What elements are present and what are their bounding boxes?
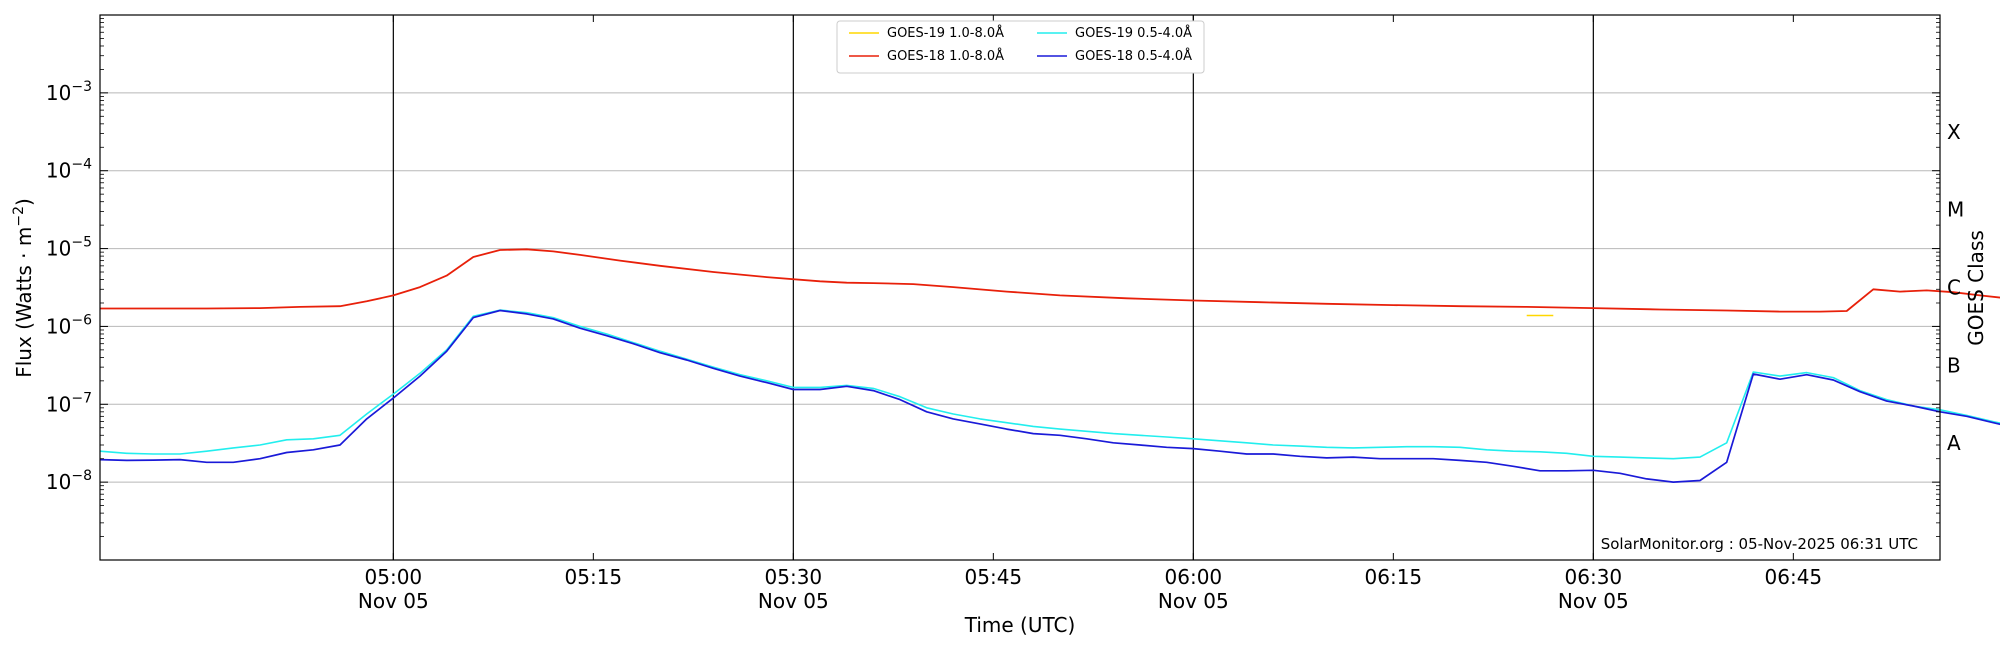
legend: GOES-19 1.0-8.0Å GOES-18 1.0-8.0Å GOES-19 …: [836, 20, 1205, 74]
series-line: [100, 248, 2000, 313]
y-tick-label: 10−3: [46, 79, 92, 105]
goes-class-label: C: [1947, 276, 1961, 300]
legend-label: GOES-19 0.5-4.0Å: [1075, 25, 1192, 41]
y-tick-label: 10−4: [46, 157, 92, 183]
plot-frame: [99, 14, 1941, 561]
goes-class-label: M: [1947, 198, 1964, 222]
gridlines: [100, 92, 1940, 483]
goes-class-label: B: [1947, 353, 1961, 377]
right-axis-title: GOES Class: [1964, 230, 1988, 346]
x-tick-label: 05:45: [965, 565, 1023, 589]
y-tick-label: 10−8: [46, 468, 92, 494]
goes-class-label: X: [1947, 120, 1961, 144]
x-tick-date-label: Nov 05: [758, 589, 829, 613]
x-tick-label: 05:30: [765, 565, 823, 589]
x-axis-title: Time (UTC): [964, 613, 1076, 637]
legend-box: [836, 20, 1205, 74]
goes-class-axis: A B C M X: [1947, 120, 1964, 455]
y-axis: 10−8 10−7 10−6 10−5 10−4 10−3: [46, 18, 1940, 537]
credit-text: SolarMonitor.org : 05-Nov-2025 06:31 UTC: [1601, 535, 1918, 553]
y-tick-label: 10−5: [46, 235, 92, 261]
y-axis-title: Flux (Watts · m−2): [11, 198, 36, 378]
x-tick-date-label: Nov 05: [358, 589, 429, 613]
legend-label: GOES-18 0.5-4.0Å: [1075, 48, 1192, 64]
y-tick-label: 10−7: [46, 390, 92, 416]
data-series: [99, 248, 2000, 483]
x-tick-label: 06:15: [1365, 565, 1423, 589]
day-vlines: [392, 15, 1594, 560]
x-tick-label: 05:15: [565, 565, 623, 589]
legend-label: GOES-18 1.0-8.0Å: [887, 48, 1004, 64]
goes-class-label: A: [1947, 431, 1961, 455]
x-tick-label: 06:00: [1165, 565, 1223, 589]
y-tick-label: 10−6: [46, 312, 92, 338]
series-line: [99, 309, 2000, 460]
x-tick-label: 06:30: [1565, 565, 1623, 589]
x-tick-date-label: Nov 05: [1158, 589, 1229, 613]
x-tick-date-label: Nov 05: [1558, 589, 1629, 613]
legend-label: GOES-19 1.0-8.0Å: [887, 25, 1004, 41]
x-tick-label: 05:00: [365, 565, 423, 589]
x-tick-label: 06:45: [1765, 565, 1823, 589]
series-line: [99, 309, 2000, 483]
